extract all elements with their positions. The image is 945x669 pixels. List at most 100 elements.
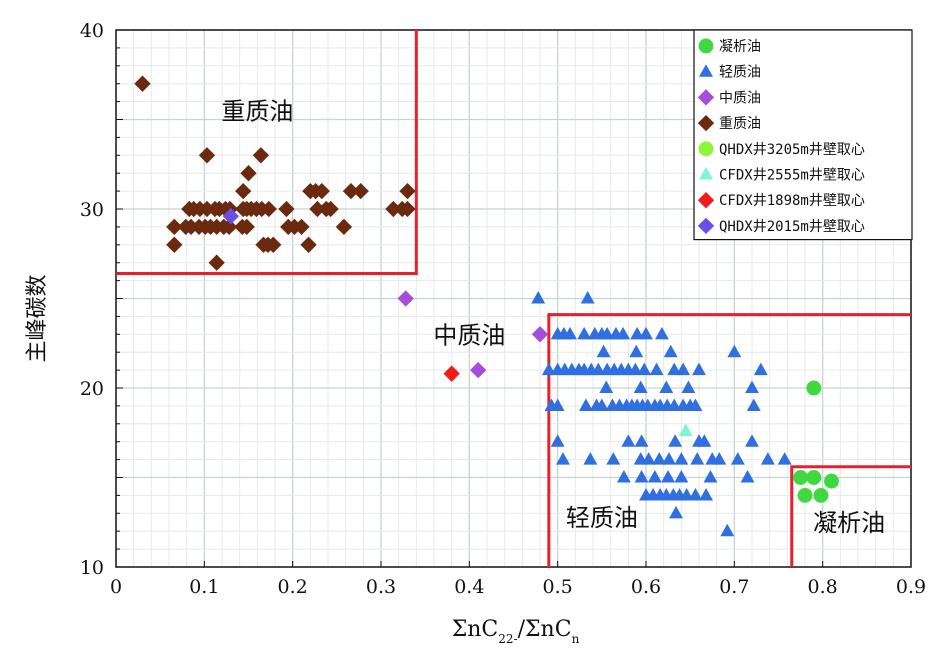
legend-marker	[699, 167, 713, 180]
data-point	[594, 398, 609, 411]
data-point	[335, 218, 353, 236]
data-point	[641, 452, 656, 465]
data-point	[134, 75, 151, 92]
legend-marker	[697, 114, 715, 132]
region-boundaries	[116, 30, 911, 567]
data-point	[385, 200, 402, 218]
legend-marker	[699, 64, 713, 77]
y-tick-label: 40	[80, 20, 104, 42]
data-point	[633, 380, 648, 394]
data-point	[322, 200, 339, 218]
data-point	[730, 452, 745, 465]
data-point	[352, 182, 369, 200]
data-point	[313, 182, 330, 200]
data-point	[550, 434, 565, 447]
data-point	[690, 452, 705, 465]
data-point	[654, 326, 669, 340]
x-tick-label: 0.8	[808, 576, 838, 598]
x-tick-label: 0.6	[631, 576, 661, 598]
data-point	[342, 182, 360, 200]
legend-marker	[697, 192, 715, 209]
y-tick-label: 10	[80, 557, 104, 579]
region-label: 中质油	[433, 321, 505, 349]
x-tick-label: 0	[110, 576, 122, 598]
legend-marker	[698, 38, 714, 54]
data-point	[777, 452, 792, 465]
data-point	[727, 344, 742, 358]
data-point	[630, 326, 645, 340]
data-point	[669, 505, 683, 519]
legend-entry: QHDX井2015m井壁取心	[719, 219, 865, 235]
region-label: 重质油	[221, 98, 293, 126]
data-point	[681, 380, 696, 394]
data-point	[679, 487, 694, 501]
x-tick-label: 0.3	[366, 576, 396, 598]
data-point	[563, 326, 577, 340]
y-axis-title: 主峰碳数	[25, 274, 50, 362]
data-point	[222, 208, 239, 225]
legend-entry: 轻质油	[719, 65, 761, 81]
data-point	[661, 470, 676, 483]
data-point	[676, 362, 691, 376]
data-point	[652, 452, 667, 465]
data-point	[616, 470, 631, 483]
boundary-heavy	[116, 30, 418, 275]
data-point	[240, 165, 257, 182]
data-point	[397, 290, 414, 307]
data-point	[720, 523, 735, 537]
data-point	[678, 423, 693, 436]
legend-marker	[698, 141, 714, 157]
legend-entry: 中质油	[719, 90, 761, 106]
data-point	[235, 182, 252, 200]
data-point	[797, 487, 813, 503]
data-point	[293, 218, 310, 236]
data-point	[659, 380, 674, 394]
x-tick-label: 0.1	[189, 576, 219, 598]
data-point	[616, 326, 630, 340]
data-point	[443, 365, 460, 382]
data-point	[639, 326, 653, 340]
data-point	[278, 200, 295, 218]
data-point	[238, 218, 255, 236]
data-point	[637, 362, 652, 376]
y-tick-label: 20	[80, 378, 104, 400]
boundary-light	[547, 313, 911, 567]
data-point	[745, 434, 759, 447]
x-tick-label: 0.2	[278, 576, 308, 598]
y-tick-labels: 10 20 30 40	[80, 20, 104, 579]
data-point	[265, 236, 282, 253]
data-point	[667, 362, 682, 376]
legend-entry: 重质油	[719, 116, 761, 132]
data-point	[647, 470, 662, 483]
data-point	[699, 487, 714, 501]
data-point	[662, 452, 676, 465]
data-point	[688, 487, 703, 501]
data-point	[634, 470, 649, 483]
legend-entry: 凝析油	[719, 39, 761, 55]
data-point	[674, 452, 689, 465]
data-point	[577, 326, 592, 340]
legend-marker	[697, 217, 715, 235]
data-point	[591, 362, 606, 376]
data-point	[600, 326, 615, 340]
data-point	[583, 452, 598, 465]
plot-frame	[115, 29, 912, 568]
data-point	[703, 470, 718, 483]
data-point	[166, 236, 183, 253]
data-point	[760, 452, 775, 465]
data-point	[628, 362, 643, 376]
y-tick-label: 30	[80, 199, 104, 221]
legend-box	[693, 29, 913, 241]
data-point	[260, 200, 277, 218]
data-point	[806, 380, 822, 396]
x-tick-labels: 0 0.1 0.2 0.3 0.4 0.5 0.6 0.7 0.8 0.9	[110, 576, 926, 598]
data-point	[166, 218, 183, 236]
data-point	[745, 380, 759, 394]
data-point	[596, 344, 611, 358]
data-point	[753, 362, 768, 376]
data-points	[134, 75, 839, 537]
data-point	[208, 254, 225, 271]
data-point	[667, 398, 682, 411]
data-point	[692, 362, 706, 376]
